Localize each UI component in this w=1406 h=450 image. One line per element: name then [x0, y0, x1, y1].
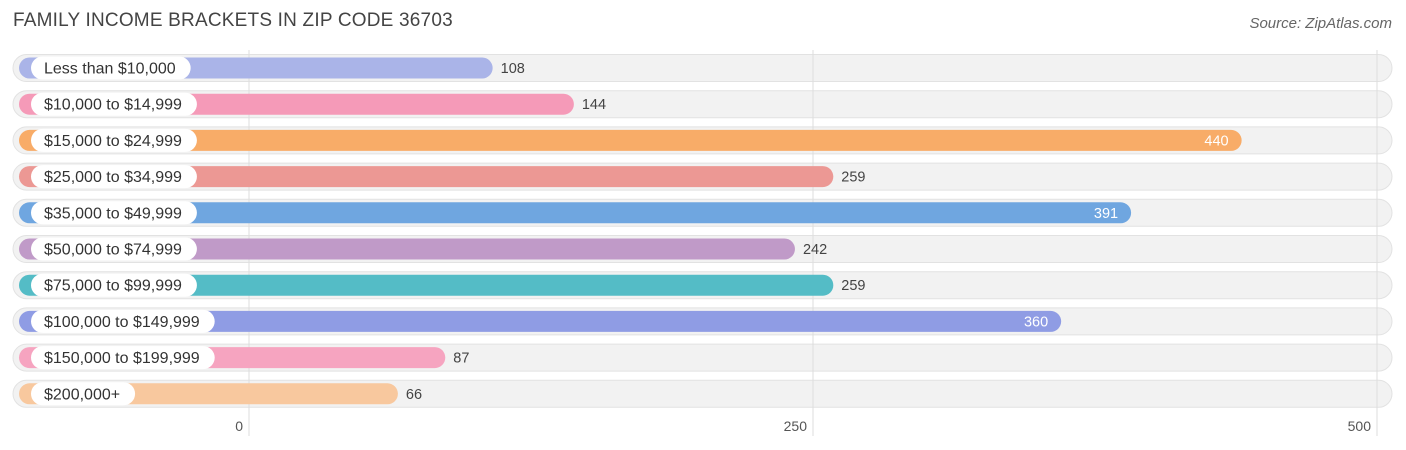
category-label-pill: [31, 56, 191, 80]
category-label-pill: [31, 128, 197, 152]
value-label: 259: [841, 278, 865, 294]
category-label: $50,000 to $74,999: [44, 242, 182, 259]
bar[interactable]: [19, 238, 795, 260]
category-label: $150,000 to $199,999: [44, 350, 200, 367]
value-label: 144: [582, 97, 606, 113]
value-label: 440: [1204, 133, 1228, 149]
category-label: $200,000+: [44, 386, 120, 403]
value-label: 391: [1094, 206, 1118, 222]
category-label: $35,000 to $49,999: [44, 205, 182, 222]
category-label-pill: [31, 273, 197, 297]
category-label-pill: [31, 165, 197, 189]
bar[interactable]: [19, 129, 1242, 151]
value-label: 108: [501, 61, 525, 77]
category-label: $25,000 to $34,999: [44, 169, 182, 186]
value-label: 242: [803, 242, 827, 258]
category-label: $75,000 to $99,999: [44, 278, 182, 295]
category-label-pill: [31, 201, 197, 225]
bar[interactable]: [19, 166, 834, 188]
category-label-pill: [31, 382, 136, 406]
category-label-pill: [31, 309, 215, 333]
category-label: Less than $10,000: [44, 61, 176, 78]
value-label: 360: [1024, 314, 1048, 330]
value-label: 66: [406, 387, 422, 403]
value-label: 87: [453, 351, 469, 367]
x-tick-label: 500: [1348, 418, 1372, 434]
bar[interactable]: [19, 310, 1062, 332]
chart-title: FAMILY INCOME BRACKETS IN ZIP CODE 36703: [13, 10, 453, 31]
x-tick-label: 0: [235, 418, 243, 434]
category-label-pill: [31, 346, 215, 370]
category-label: $100,000 to $149,999: [44, 314, 200, 331]
bar[interactable]: [19, 274, 834, 296]
category-label: $10,000 to $14,999: [44, 97, 182, 114]
category-label-pill: [31, 92, 197, 116]
source-label: Source: ZipAtlas.com: [1249, 15, 1392, 32]
bar[interactable]: [19, 202, 1132, 224]
category-label: $15,000 to $24,999: [44, 133, 182, 150]
x-tick-label: 250: [784, 418, 808, 434]
category-label-pill: [31, 237, 197, 261]
value-label: 259: [841, 170, 865, 186]
